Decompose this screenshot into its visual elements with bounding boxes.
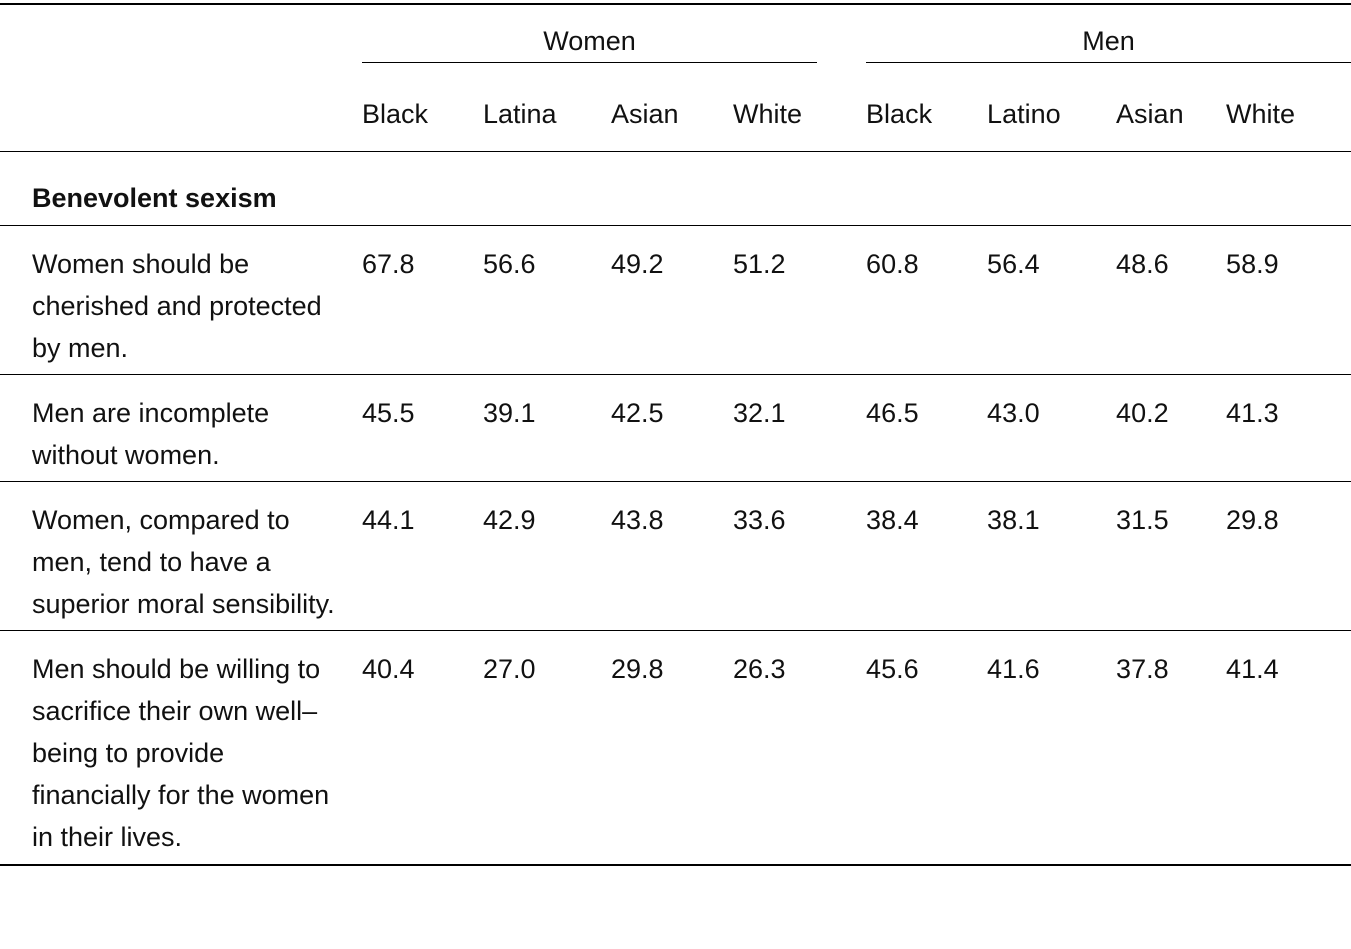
cell-value: 38.4 — [866, 481, 988, 631]
data-row: Women, compared to men, tend to have a s… — [0, 481, 1351, 631]
cell-value: 48.6 — [1116, 225, 1227, 375]
cell-value: 42.9 — [483, 481, 611, 631]
row-label: Women, compared to men, tend to have a s… — [0, 481, 362, 631]
column-header-row: Black Latina Asian White Black Latino Asian Whi… — [0, 77, 1351, 152]
cell-value: 38.1 — [987, 481, 1117, 631]
cell-value: 37.8 — [1116, 630, 1227, 866]
column-header: Black — [866, 77, 988, 152]
section-label: Benevolent sexism — [0, 151, 362, 226]
group-header: Men — [866, 20, 1351, 63]
column-header: Black — [362, 77, 483, 152]
row-label: Men are incomplete without women. — [0, 374, 362, 482]
cell-value: 41.6 — [987, 630, 1117, 866]
cell-value: 51.2 — [733, 225, 867, 375]
data-row: Men are incomplete without women. 45.5 39.… — [0, 374, 1351, 482]
cell-value: 67.8 — [362, 225, 483, 375]
cell-value: 45.6 — [866, 630, 988, 866]
cell-value: 56.6 — [483, 225, 611, 375]
cell-value: 32.1 — [733, 374, 867, 482]
cell-value: 26.3 — [733, 630, 867, 866]
cell-value: 60.8 — [866, 225, 988, 375]
group-header-row: Women Men — [0, 3, 1351, 77]
column-header: White — [1226, 77, 1351, 152]
column-header: White — [733, 77, 867, 152]
cell-value: 39.1 — [483, 374, 611, 482]
cell-value: 33.6 — [733, 481, 867, 631]
cell-value: 41.3 — [1226, 374, 1351, 482]
empty-cell — [362, 151, 1351, 226]
cell-value: 29.8 — [1226, 481, 1351, 631]
cell-value: 45.5 — [362, 374, 483, 482]
cell-value: 49.2 — [611, 225, 733, 375]
cell-value: 42.5 — [611, 374, 733, 482]
cell-value: 46.5 — [866, 374, 988, 482]
cell-value: 40.4 — [362, 630, 483, 866]
cell-value: 58.9 — [1226, 225, 1351, 375]
column-header: Asian — [1116, 77, 1227, 152]
cell-value: 40.2 — [1116, 374, 1227, 482]
group-cell: Men — [866, 3, 1351, 77]
data-row: Women should be cherished and protected … — [0, 225, 1351, 375]
row-label: Women should be cherished and protected … — [0, 225, 362, 375]
cell-value: 41.4 — [1226, 630, 1351, 866]
column-header: Asian — [611, 77, 733, 152]
cell-value: 43.0 — [987, 374, 1117, 482]
group-cell: Women — [362, 3, 867, 77]
data-table: Women Men Black Latina Asian White Black Lati… — [0, 3, 1351, 866]
cell-value: 43.8 — [611, 481, 733, 631]
row-label: Men should be willing to sacrifice their… — [0, 630, 362, 866]
cell-value: 29.8 — [611, 630, 733, 866]
group-header: Women — [362, 20, 818, 63]
data-row: Men should be willing to sacrifice their… — [0, 630, 1351, 866]
cell-value: 56.4 — [987, 225, 1117, 375]
cell-value: 31.5 — [1116, 481, 1227, 631]
empty-cell — [0, 3, 362, 77]
section-row: Benevolent sexism — [0, 151, 1351, 226]
cell-value: 27.0 — [483, 630, 611, 866]
column-header: Latina — [483, 77, 611, 152]
empty-cell — [0, 77, 362, 152]
column-header: Latino — [987, 77, 1117, 152]
table-body: Women Men Black Latina Asian White Black Lati… — [0, 3, 1351, 866]
cell-value: 44.1 — [362, 481, 483, 631]
